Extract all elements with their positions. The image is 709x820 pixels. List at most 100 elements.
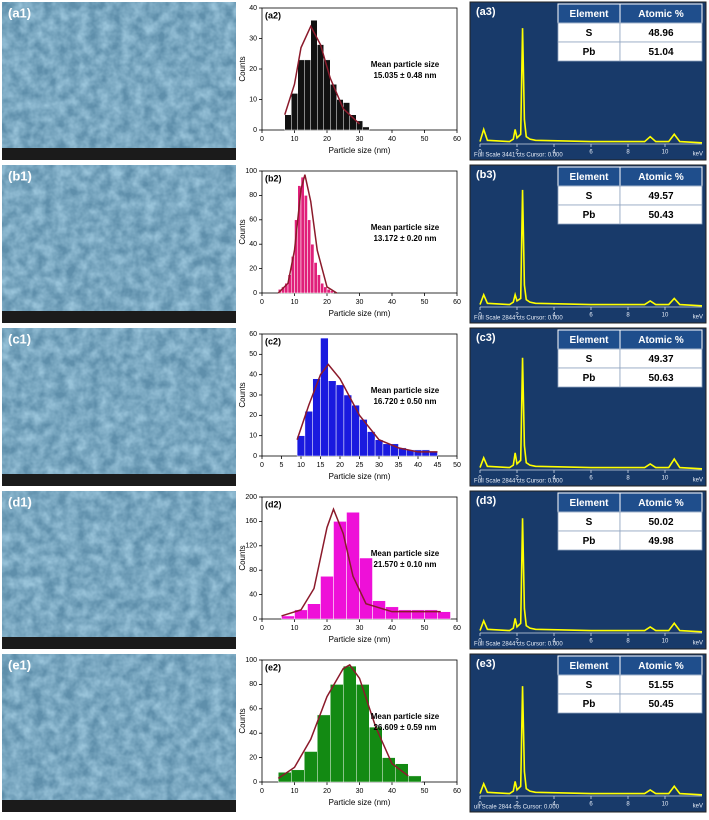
x-tick-label: 5 (280, 462, 284, 469)
table-header: Atomic % (638, 498, 684, 509)
y-tick-label: 20 (249, 265, 257, 272)
x-tick-label: 4 (552, 150, 556, 156)
x-axis-label: Particle size (nm) (329, 309, 391, 318)
x-tick-label: 0 (260, 299, 264, 306)
x-tick-label: 15 (317, 462, 325, 469)
table-header: Atomic % (638, 172, 684, 183)
y-tick-label: 30 (249, 35, 257, 42)
table-cell-text: 49.98 (648, 536, 673, 547)
bar (284, 114, 292, 131)
x-tick-label: 10 (297, 462, 305, 469)
y-axis-label: Counts (238, 382, 247, 407)
bar (328, 380, 337, 457)
y-tick-label: 10 (249, 96, 257, 103)
y-tick-label: 0 (253, 290, 257, 297)
x-tick-label: 50 (421, 788, 429, 795)
bar (300, 176, 305, 294)
sem-texture (2, 2, 236, 160)
x-tick-label: 4 (552, 802, 556, 808)
y-tick-label: 100 (245, 168, 257, 175)
y-tick-label: 40 (249, 730, 257, 737)
x-tick-label: 50 (421, 625, 429, 632)
annotation: Mean particle size (371, 60, 440, 69)
x-tick-label: 20 (336, 462, 344, 469)
bar (421, 449, 430, 457)
x-tick-label: 2 (515, 476, 519, 482)
bar (317, 44, 324, 131)
x-tick-label: 6 (589, 802, 593, 808)
y-axis-label: Counts (238, 545, 247, 570)
x-tick-label: 30 (356, 788, 364, 795)
y-tick-label: 40 (249, 241, 257, 248)
y-tick-label: 20 (249, 66, 257, 73)
bar (335, 384, 345, 457)
x-tick-label: 25 (356, 462, 364, 469)
bar (281, 615, 295, 620)
x-tick-label: 0 (260, 788, 264, 795)
x-tick-label: 0 (260, 136, 264, 143)
y-tick-label: 0 (253, 779, 257, 786)
x-tick-label: 0 (478, 150, 482, 156)
x-axis-label: keV (693, 315, 703, 321)
table-cell-text: 48.96 (648, 28, 673, 39)
table-header: Element (570, 498, 610, 509)
x-tick-label: 0 (478, 313, 482, 319)
bar (326, 289, 331, 294)
y-tick-label: 50 (249, 351, 257, 358)
x-tick-label: 10 (291, 136, 299, 143)
table-header: Element (570, 335, 610, 346)
x-tick-label: 30 (356, 625, 364, 632)
annotation: Mean particle size (371, 712, 440, 721)
x-tick-label: 40 (388, 299, 396, 306)
table-cell-text: S (586, 28, 593, 39)
bar (320, 576, 334, 620)
x-tick-label: 2 (515, 150, 519, 156)
x-tick-label: 4 (552, 313, 556, 319)
spectrum (479, 28, 703, 144)
x-tick-label: 0 (478, 802, 482, 808)
annotation: 16.720 ± 0.50 nm (373, 397, 436, 406)
table-cell-text: S (586, 517, 593, 528)
table-cell-text: Pb (583, 699, 596, 710)
annotation: 13.172 ± 0.20 nm (373, 234, 436, 243)
sem-texture (2, 491, 236, 649)
bar (307, 219, 311, 294)
x-tick-label: 0 (260, 625, 264, 632)
bar (297, 59, 305, 131)
sem-info-bar (2, 148, 236, 160)
bar (304, 411, 313, 457)
x-tick-label: 45 (434, 462, 442, 469)
y-tick-label: 60 (249, 331, 257, 338)
table-cell (619, 367, 703, 388)
x-axis-label: Particle size (nm) (329, 472, 391, 481)
x-tick-label: 40 (388, 788, 396, 795)
fit-curve (284, 24, 361, 125)
x-tick-label: 40 (388, 136, 396, 143)
x-tick-label: 8 (626, 639, 630, 645)
spectrum (479, 518, 703, 633)
x-tick-label: 6 (589, 476, 593, 482)
x-axis-label: Particle size (nm) (329, 146, 391, 155)
x-tick-label: 10 (291, 299, 299, 306)
sem-label: (a1) (8, 5, 31, 20)
panel-label: (b2) (265, 173, 282, 183)
panel-label: (c2) (265, 336, 281, 346)
x-axis-label: keV (693, 804, 703, 810)
x-axis-label: keV (693, 478, 703, 484)
panel-label: (a2) (265, 10, 281, 20)
table-cell-text: S (586, 680, 593, 691)
table-cell-text: 49.57 (648, 191, 673, 202)
table-header: Element (570, 172, 610, 183)
bar (343, 102, 350, 131)
x-tick-label: 20 (323, 299, 331, 306)
panel-label: (b3) (476, 169, 497, 181)
y-tick-label: 200 (245, 494, 257, 501)
x-tick-label: 10 (662, 313, 669, 319)
footer: ull Scale 2844 cts Cursor: 0.000 (474, 805, 560, 811)
x-tick-label: 60 (453, 788, 461, 795)
annotation: 21.570 ± 0.10 nm (373, 560, 436, 569)
sem-info-bar (2, 311, 236, 323)
sem-label: (d1) (8, 494, 32, 509)
x-tick-label: 4 (552, 639, 556, 645)
y-axis-label: Counts (238, 219, 247, 244)
